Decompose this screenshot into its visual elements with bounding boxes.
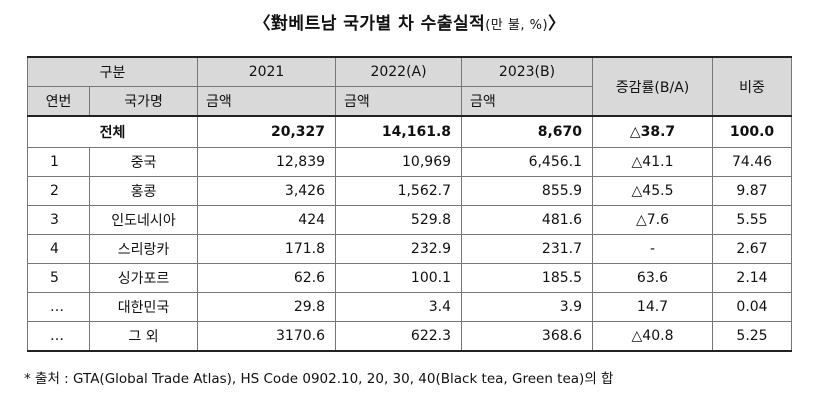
- header-group: 구분: [26, 56, 199, 87]
- row-change: △40.8: [592, 321, 714, 352]
- row-2022: 100.1: [335, 263, 463, 293]
- row-2022: 232.9: [335, 234, 463, 264]
- header-2021: 2021: [197, 56, 337, 87]
- row-2023: 855.9: [461, 176, 594, 206]
- row-change: -: [592, 234, 714, 264]
- row-change: △41.1: [592, 147, 714, 177]
- header-amount-2021: 금액: [197, 86, 337, 117]
- row-2022: 529.8: [335, 205, 463, 235]
- row-change: △45.5: [592, 176, 714, 206]
- row-rank: 2: [27, 176, 90, 206]
- row-2021: 29.8: [197, 292, 337, 322]
- table-title: 〈對베트남 국가별 차 수출실적(만 불, %)〉: [0, 9, 819, 34]
- row-2023: 185.5: [461, 263, 594, 293]
- row-rank: 4: [27, 234, 90, 264]
- row-2021: 3170.6: [197, 321, 337, 352]
- header-change-rate: 증감률(B/A): [592, 56, 714, 117]
- row-2022: 3.4: [335, 292, 463, 322]
- table-row: … 그 외 3170.6 622.3 368.6 △40.8 5.25: [27, 321, 793, 352]
- row-country: 대한민국: [88, 292, 199, 322]
- row-share: 5.55: [712, 205, 793, 235]
- row-2023: 368.6: [461, 321, 594, 352]
- header-amount-2023: 금액: [461, 86, 594, 117]
- total-2021: 20,327: [197, 115, 337, 148]
- total-change: △38.7: [592, 115, 714, 148]
- row-2023: 6,456.1: [461, 147, 594, 177]
- total-2022: 14,161.8: [335, 115, 463, 148]
- header-country: 국가명: [88, 86, 199, 117]
- row-country: 싱가포르: [88, 263, 199, 293]
- row-country: 인도네시아: [88, 205, 199, 235]
- row-2022: 10,969: [335, 147, 463, 177]
- row-share: 5.25: [712, 321, 793, 352]
- row-share: 2.67: [712, 234, 793, 264]
- header-share: 비중: [712, 56, 793, 117]
- export-table: 구분 2021 2022(A) 2023(B) 증감률(B/A) 비중 연번 국…: [26, 56, 793, 352]
- source-footnote: * 출처 : GTA(Global Trade Atlas), HS Code …: [24, 371, 614, 387]
- row-country: 중국: [88, 147, 199, 177]
- row-rank: …: [27, 321, 90, 352]
- row-share: 2.14: [712, 263, 793, 293]
- row-2021: 424: [197, 205, 337, 235]
- title-close: 〉: [548, 14, 566, 34]
- header-rank: 연번: [27, 86, 90, 117]
- table-row: 5 싱가포르 62.6 100.1 185.5 63.6 2.14: [27, 263, 793, 293]
- row-2021: 62.6: [197, 263, 337, 293]
- row-country: 홍콩: [88, 176, 199, 206]
- row-2022: 622.3: [335, 321, 463, 352]
- row-2021: 171.8: [197, 234, 337, 264]
- header-row-1: 구분 2021 2022(A) 2023(B) 증감률(B/A) 비중: [26, 56, 793, 117]
- total-row: 전체 20,327 14,161.8 8,670 △38.7 100.0: [26, 115, 793, 148]
- header-row-2: 연번 국가명 금액 금액 금액: [27, 86, 792, 117]
- total-label: 전체: [26, 115, 199, 148]
- title-main: 〈對베트남 국가별 차 수출실적: [253, 14, 486, 34]
- table-row: 2 홍콩 3,426 1,562.7 855.9 △45.5 9.87: [27, 176, 793, 206]
- header-amount-2022: 금액: [335, 86, 463, 117]
- row-share: 74.46: [712, 147, 793, 177]
- table-row: … 대한민국 29.8 3.4 3.9 14.7 0.04: [27, 292, 793, 322]
- row-2023: 231.7: [461, 234, 594, 264]
- table-row: 4 스리랑카 171.8 232.9 231.7 - 2.67: [27, 234, 793, 264]
- total-share: 100.0: [712, 115, 793, 148]
- row-share: 9.87: [712, 176, 793, 206]
- row-country: 스리랑카: [88, 234, 199, 264]
- row-rank: 3: [27, 205, 90, 235]
- row-change: △7.6: [592, 205, 714, 235]
- row-2023: 3.9: [461, 292, 594, 322]
- row-share: 0.04: [712, 292, 793, 322]
- header-2023: 2023(B): [461, 56, 594, 87]
- total-2023: 8,670: [461, 115, 594, 148]
- table-row: 3 인도네시아 424 529.8 481.6 △7.6 5.55: [27, 205, 793, 235]
- row-change: 63.6: [592, 263, 714, 293]
- table-row: 1 중국 12,839 10,969 6,456.1 △41.1 74.46: [27, 147, 793, 177]
- row-2022: 1,562.7: [335, 176, 463, 206]
- row-change: 14.7: [592, 292, 714, 322]
- row-country: 그 외: [88, 321, 199, 352]
- header-2022: 2022(A): [335, 56, 463, 87]
- row-rank: 5: [27, 263, 90, 293]
- row-2023: 481.6: [461, 205, 594, 235]
- title-unit: (만 불, %): [485, 18, 549, 33]
- row-rank: 1: [27, 147, 90, 177]
- row-2021: 3,426: [197, 176, 337, 206]
- row-2021: 12,839: [197, 147, 337, 177]
- row-rank: …: [27, 292, 90, 322]
